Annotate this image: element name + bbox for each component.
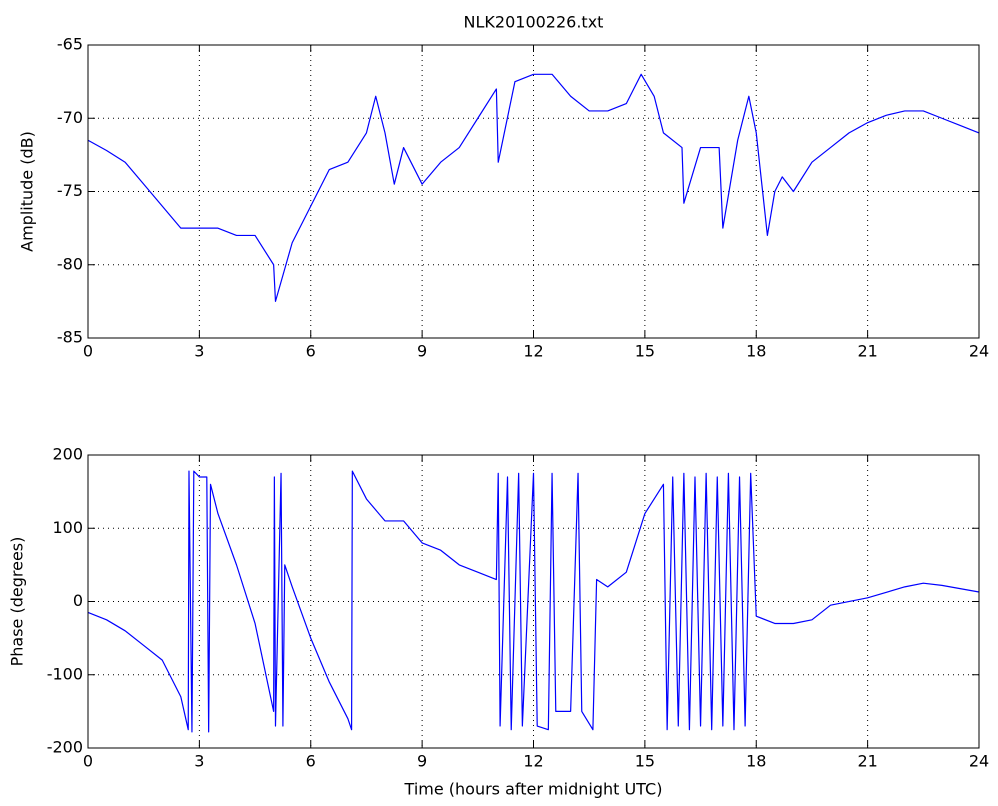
- x-tick-label: 6: [306, 342, 316, 361]
- x-tick-label: 6: [306, 752, 316, 771]
- axes-box: [87, 44, 980, 339]
- x-tick-label: 3: [194, 752, 204, 771]
- axes-box: [87, 454, 980, 749]
- x-tick-label: 12: [523, 752, 543, 771]
- x-tick-label: 21: [857, 752, 877, 771]
- x-tick-label: 21: [857, 342, 877, 361]
- x-tick-label: 12: [523, 342, 543, 361]
- y-tick-label: -200: [47, 738, 83, 757]
- x-axis-label: Time (hours after midnight UTC): [404, 780, 663, 799]
- x-tick-label: 3: [194, 342, 204, 361]
- y-tick-label: 100: [52, 518, 83, 537]
- y-tick-label: -75: [57, 181, 83, 200]
- data-line: [87, 470, 980, 733]
- x-tick-label: 18: [746, 342, 766, 361]
- y-axis-label: Phase (degrees): [8, 537, 27, 667]
- y-tick-label: -100: [47, 664, 83, 683]
- x-tick-label: 9: [417, 752, 427, 771]
- y-tick-label: -65: [57, 35, 83, 54]
- x-tick-label: 0: [83, 342, 93, 361]
- y-tick-label: -80: [57, 254, 83, 273]
- data-line: [87, 73, 980, 302]
- y-tick-label: 0: [73, 591, 83, 610]
- x-tick-label: 18: [746, 752, 766, 771]
- x-tick-label: 24: [969, 342, 989, 361]
- y-tick-label: 200: [52, 445, 83, 464]
- x-tick-label: 0: [83, 752, 93, 771]
- y-tick-label: -85: [57, 328, 83, 347]
- x-tick-label: 15: [635, 342, 655, 361]
- x-tick-label: 15: [635, 752, 655, 771]
- x-tick-label: 24: [969, 752, 989, 771]
- x-tick-label: 9: [417, 342, 427, 361]
- chart-title: NLK20100226.txt: [464, 13, 604, 32]
- y-axis-label: Amplitude (dB): [18, 131, 37, 252]
- y-tick-label: -70: [57, 108, 83, 127]
